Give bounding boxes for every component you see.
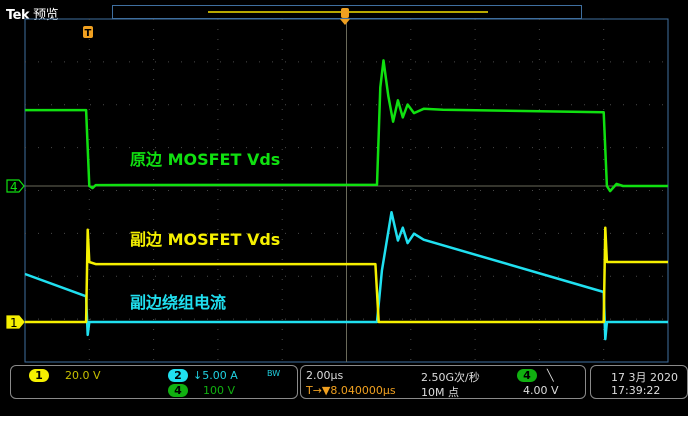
ch4-ground-marker [6, 179, 25, 193]
waveform-plot: 4 1 T [6, 8, 669, 363]
trigger-position: T→▼8.040000µs [306, 384, 396, 397]
ch2-annotation: 副边绕组电流 [130, 293, 227, 312]
date: 17 3月 2020 [611, 371, 678, 384]
trace-ch1 [25, 226, 668, 324]
channel-panel[interactable]: 1 20.0 V 2 ↓5.00 A BW 4 100 V [10, 365, 298, 399]
trace-ch4 [25, 59, 668, 193]
ch2-badge[interactable]: 2 [168, 369, 188, 382]
ch4-ground-marker-label: 4 [10, 180, 18, 194]
ch1-ground-marker-label: 1 [10, 316, 18, 330]
ch1-annotation: 副边 MOSFET Vds [130, 230, 281, 249]
bandwidth-limit-icon: BW [267, 369, 281, 378]
datetime-panel: 17 3月 2020 17:39:22 [590, 365, 688, 399]
trigger-position-label: T [85, 28, 92, 39]
trigger-level: 4.00 V [523, 384, 559, 397]
ch2-scale: ↓5.00 A [193, 369, 238, 382]
timebase: 2.00µs [306, 369, 344, 382]
acquisition-panel[interactable]: 2.00µs T→▼8.040000µs 2.50G次/秒 10M 点 4 ╲ … [300, 365, 586, 399]
ch1-scale: 20.0 V [65, 369, 101, 382]
trigger-source-badge[interactable]: 4 [517, 369, 537, 382]
ch1-ground-marker [6, 315, 25, 329]
trigger-position-marker [83, 26, 93, 38]
ch1-badge[interactable]: 1 [29, 369, 49, 382]
sample-rate: 2.50G次/秒 [421, 371, 480, 384]
time: 17:39:22 [611, 384, 661, 397]
ch4-scale: 100 V [203, 384, 236, 397]
record-trigger-marker [341, 8, 349, 18]
ch4-annotation: 原边 MOSFET Vds [130, 150, 281, 169]
ch4-badge[interactable]: 4 [168, 384, 188, 397]
record-length: 10M 点 [421, 386, 459, 399]
trigger-slope-icon: ╲ [547, 369, 554, 382]
time-center-marker [340, 19, 350, 25]
